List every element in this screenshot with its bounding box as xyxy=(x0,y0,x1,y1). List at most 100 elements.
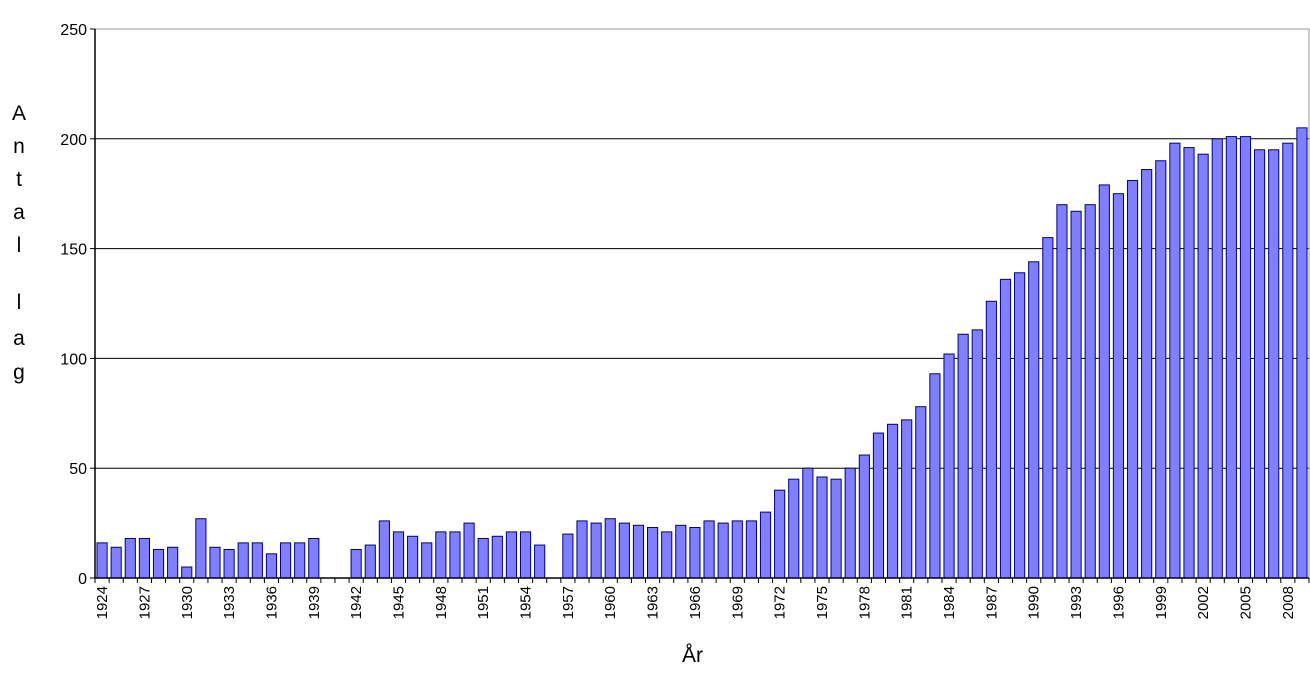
bar xyxy=(971,329,983,579)
y-axis-label-char: n xyxy=(13,135,25,158)
bar xyxy=(1197,153,1209,579)
bar xyxy=(886,423,899,579)
bar xyxy=(1225,136,1237,579)
bar xyxy=(1239,136,1252,579)
y-axis-label-char: g xyxy=(13,361,25,384)
bar xyxy=(731,520,743,579)
y-tick-label: 200 xyxy=(60,132,87,149)
bar xyxy=(1211,138,1223,579)
bar xyxy=(407,535,419,579)
bar xyxy=(392,531,405,579)
axes xyxy=(90,28,1310,583)
bar xyxy=(152,548,165,579)
x-tick-label: 1951 xyxy=(475,586,492,619)
bar xyxy=(788,478,800,579)
bar xyxy=(901,419,913,579)
x-tick-label: 1933 xyxy=(221,586,238,619)
bar xyxy=(590,522,602,579)
bar xyxy=(421,542,433,579)
bar xyxy=(463,522,475,579)
bar xyxy=(1296,127,1308,579)
x-tick-label: 1963 xyxy=(645,586,662,619)
bar xyxy=(1183,147,1195,579)
bar xyxy=(943,353,955,579)
x-tick-label: 2008 xyxy=(1280,586,1297,619)
x-tick-label: 1927 xyxy=(136,586,153,619)
bar xyxy=(929,373,941,579)
y-axis-label-char: l xyxy=(16,291,22,314)
x-tick-label: 1948 xyxy=(433,586,450,619)
bar xyxy=(604,518,616,579)
bar xyxy=(294,542,306,579)
y-axis-label-char: a xyxy=(13,201,25,224)
bar xyxy=(1070,210,1082,579)
x-tick-label: 1981 xyxy=(899,586,916,619)
x-tick-label: 1978 xyxy=(856,586,873,619)
x-tick-label: 1966 xyxy=(687,586,704,619)
x-tick-label: 1954 xyxy=(518,586,535,619)
bar xyxy=(759,511,772,579)
bar xyxy=(562,533,574,579)
bar xyxy=(985,300,997,579)
y-axis-label-char: l xyxy=(16,234,22,257)
bar xyxy=(519,531,532,579)
bar xyxy=(915,406,927,579)
bar xyxy=(703,520,715,579)
x-tick-label: 1999 xyxy=(1153,586,1170,619)
bar xyxy=(209,546,221,579)
bar xyxy=(1084,204,1096,579)
y-tick-labels: 0 50 100 150 200 250 xyxy=(60,22,87,588)
gridlines xyxy=(95,28,1309,469)
bar xyxy=(844,467,856,579)
bar xyxy=(350,548,362,579)
bar xyxy=(435,531,447,579)
bar xyxy=(999,278,1012,579)
bar xyxy=(1028,261,1040,579)
bar xyxy=(265,553,278,579)
y-tick-label: 250 xyxy=(60,22,87,39)
y-tick-label: 150 xyxy=(60,242,87,259)
bars xyxy=(96,127,1308,579)
bar xyxy=(647,526,659,579)
bar xyxy=(110,546,122,579)
bar xyxy=(195,518,207,579)
bar xyxy=(858,454,870,579)
bar xyxy=(618,522,630,579)
bar xyxy=(138,537,150,579)
bar xyxy=(223,548,235,579)
x-tick-label: 1942 xyxy=(348,586,365,619)
bar xyxy=(449,531,461,579)
bar xyxy=(1282,142,1294,579)
bar xyxy=(167,546,179,579)
bar xyxy=(1254,149,1266,579)
bar xyxy=(378,520,390,579)
x-tick-label: 1960 xyxy=(602,586,619,619)
bar xyxy=(308,537,320,579)
x-tick-label: 1996 xyxy=(1110,586,1127,619)
x-tick-label: 1969 xyxy=(729,586,746,619)
bar xyxy=(774,489,786,579)
bar xyxy=(1141,169,1153,579)
x-tick-label: 1939 xyxy=(306,586,323,619)
y-tick-label: 100 xyxy=(60,351,87,368)
x-tick-label: 2002 xyxy=(1195,586,1212,619)
bar xyxy=(505,531,518,579)
x-tick-label: 1957 xyxy=(560,586,577,619)
bar xyxy=(1268,149,1280,579)
bar xyxy=(1098,184,1110,579)
x-tick-labels: 1924 1927 1930 1933 1936 1939 1942 1945 1948 1951… xyxy=(94,586,1297,619)
x-tick-label: 1990 xyxy=(1026,586,1043,619)
x-tick-label: 1984 xyxy=(941,586,958,619)
bar xyxy=(632,524,645,579)
bar xyxy=(717,522,729,579)
x-tick-label: 1945 xyxy=(391,586,408,619)
bar xyxy=(802,467,814,579)
bar xyxy=(364,544,376,579)
x-tick-label: 1987 xyxy=(983,586,1000,619)
x-tick-label: 1975 xyxy=(814,586,831,619)
x-tick-label: 1972 xyxy=(772,586,789,619)
y-tick-label: 0 xyxy=(78,571,87,588)
bar xyxy=(661,531,673,579)
bar xyxy=(872,432,885,579)
